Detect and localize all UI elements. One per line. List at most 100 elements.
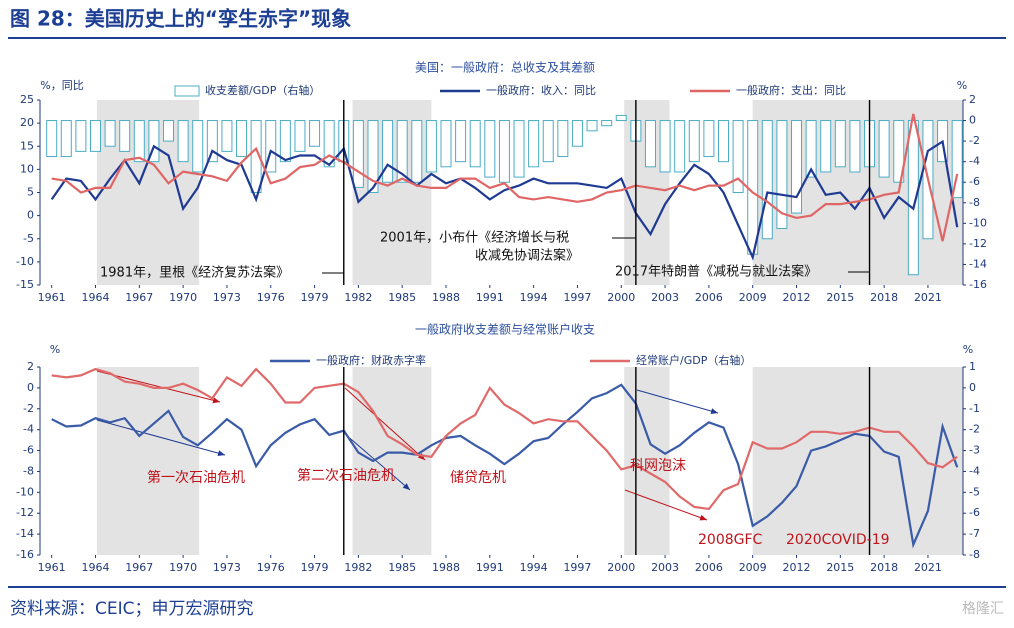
bar bbox=[601, 120, 613, 127]
x-tick-label: 1964 bbox=[81, 561, 109, 574]
bar bbox=[849, 120, 861, 173]
x-tick-label: 1988 bbox=[432, 561, 460, 574]
y2-tick-label: -1 bbox=[969, 402, 980, 415]
x-tick-label: 1967 bbox=[125, 291, 153, 304]
bar bbox=[119, 120, 131, 152]
x-tick-label: 2012 bbox=[783, 561, 811, 574]
bar bbox=[294, 120, 306, 152]
arrow bbox=[636, 389, 719, 414]
bar bbox=[75, 120, 87, 152]
bar bbox=[878, 120, 890, 178]
bar bbox=[951, 120, 963, 199]
arrow bbox=[344, 387, 426, 461]
x-tick-label: 1985 bbox=[388, 291, 416, 304]
y-tick-label: 15 bbox=[20, 139, 34, 152]
bar bbox=[659, 120, 671, 173]
bar bbox=[455, 120, 467, 163]
y-tick-label: -6 bbox=[23, 444, 34, 457]
arrow bbox=[624, 489, 708, 521]
bar bbox=[805, 120, 817, 178]
bar bbox=[265, 120, 277, 173]
x-tick-label: 1961 bbox=[38, 561, 66, 574]
annotation: 2020COVID-19 bbox=[786, 532, 890, 548]
bar bbox=[104, 120, 116, 147]
x-tick-label: 2021 bbox=[914, 291, 942, 304]
y-axis-label: % bbox=[50, 343, 60, 356]
y2-tick-label: -6 bbox=[969, 175, 980, 188]
y2-axis-label: % bbox=[963, 343, 973, 356]
bar bbox=[236, 120, 248, 158]
y2-tick-label: -4 bbox=[969, 155, 980, 168]
annotation: 2001年，小布什《经济增长与税 bbox=[380, 231, 569, 246]
bar bbox=[834, 120, 846, 168]
arrow bbox=[344, 433, 411, 491]
x-tick-label: 2000 bbox=[607, 291, 635, 304]
bar bbox=[279, 120, 291, 163]
bar bbox=[352, 120, 364, 188]
bar bbox=[674, 120, 686, 173]
bar bbox=[163, 120, 175, 142]
arrow bbox=[96, 370, 221, 404]
y2-tick-label: 2 bbox=[969, 93, 976, 106]
watermark: 格隆汇 bbox=[962, 601, 1004, 617]
y2-tick-label: 0 bbox=[969, 381, 976, 394]
x-tick-label: 1994 bbox=[520, 291, 548, 304]
bar bbox=[425, 120, 437, 173]
legend-swatch bbox=[174, 85, 200, 97]
x-tick-label: 2006 bbox=[695, 291, 723, 304]
bar bbox=[148, 120, 160, 163]
source: 资料来源：CEIC；申万宏源研究 bbox=[10, 599, 254, 619]
bar bbox=[776, 120, 788, 229]
x-tick-label: 2021 bbox=[914, 561, 942, 574]
bar bbox=[761, 120, 773, 240]
y2-axis-label: % bbox=[957, 79, 967, 92]
x-tick-label: 1997 bbox=[563, 561, 591, 574]
bar bbox=[528, 120, 540, 168]
arrows bbox=[96, 370, 719, 521]
shaded-span bbox=[96, 367, 200, 555]
bar bbox=[440, 120, 452, 168]
bar bbox=[250, 120, 262, 193]
x-tick-label: 2018 bbox=[870, 561, 898, 574]
annotation: 第一次石油危机 bbox=[147, 469, 245, 486]
bar bbox=[791, 120, 803, 214]
y2-tick-label: -5 bbox=[969, 485, 980, 498]
bar bbox=[89, 120, 101, 152]
y-tick-label: -2 bbox=[23, 402, 34, 415]
bar bbox=[717, 120, 729, 163]
arrow bbox=[96, 419, 226, 457]
annotation: 第二次石油危机 bbox=[297, 467, 395, 484]
bar bbox=[542, 120, 554, 163]
legend-label: 一般政府：财政赤字率 bbox=[316, 353, 426, 367]
legend-label: 一般政府：收入：同比 bbox=[486, 83, 596, 97]
bar bbox=[60, 120, 72, 158]
y-tick-label: -16 bbox=[16, 548, 34, 561]
x-tick-label: 1997 bbox=[563, 291, 591, 304]
annotation: 1981年，里根《经济复苏法案》 bbox=[100, 265, 289, 281]
bar bbox=[221, 120, 233, 152]
y2-tick-label: -12 bbox=[969, 237, 987, 250]
x-tick-label: 1982 bbox=[344, 561, 372, 574]
annotation: 2008GFC bbox=[698, 532, 763, 548]
y2-tick-label: -2 bbox=[969, 423, 980, 436]
y2-tick-label: 0 bbox=[969, 114, 976, 127]
x-tick-label: 2018 bbox=[870, 291, 898, 304]
x-tick-label: 1994 bbox=[520, 561, 548, 574]
y-tick-label: -12 bbox=[16, 506, 34, 519]
y-tick-label: -15 bbox=[16, 278, 34, 291]
bar bbox=[586, 120, 598, 132]
bar bbox=[820, 120, 832, 173]
legend-label: 一般政府：支出：同比 bbox=[736, 83, 846, 97]
y2-tick-label: -16 bbox=[969, 278, 987, 291]
x-tick-label: 1985 bbox=[388, 561, 416, 574]
x-tick-label: 1979 bbox=[301, 561, 329, 574]
annotation: 科网泡沫 bbox=[630, 458, 686, 474]
bar bbox=[46, 120, 58, 158]
y2-tick-label: -10 bbox=[969, 216, 987, 229]
bar bbox=[192, 120, 204, 173]
chart-title: 美国：一般政府：总收支及其差额 bbox=[415, 60, 595, 75]
x-tick-label: 1964 bbox=[81, 291, 109, 304]
bar bbox=[367, 120, 379, 193]
bar bbox=[513, 120, 525, 178]
